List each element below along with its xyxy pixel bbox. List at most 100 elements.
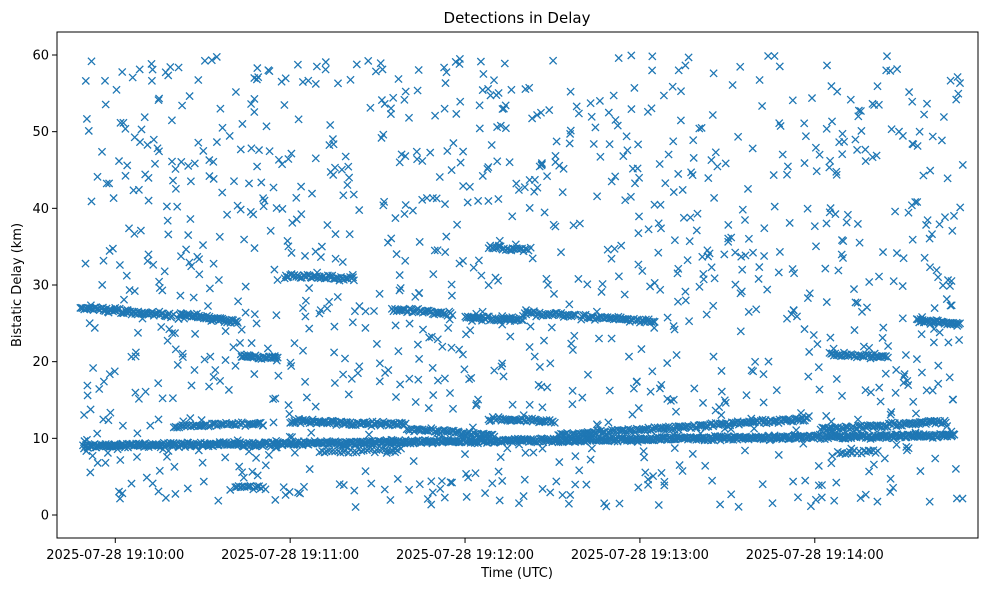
- detection-marker: [134, 185, 143, 194]
- detection-marker: [898, 131, 907, 140]
- detection-marker: [105, 370, 114, 379]
- detection-marker: [432, 194, 441, 203]
- detection-marker: [684, 53, 693, 62]
- detection-marker: [811, 143, 820, 152]
- detection-marker: [657, 468, 666, 477]
- detection-marker: [917, 330, 926, 339]
- detection-marker: [248, 467, 257, 476]
- detection-marker: [629, 384, 638, 393]
- detection-marker: [470, 429, 480, 438]
- detection-marker: [834, 266, 843, 275]
- detection-marker: [577, 315, 586, 324]
- detection-marker: [144, 196, 153, 205]
- detection-marker: [508, 212, 517, 221]
- detection-marker: [800, 325, 809, 334]
- detection-marker: [441, 79, 450, 88]
- detection-marker: [468, 423, 477, 432]
- detection-marker: [646, 387, 655, 396]
- detection-marker: [751, 357, 760, 366]
- detection-marker: [302, 393, 311, 402]
- detection-marker: [88, 451, 97, 460]
- detection-marker: [720, 396, 729, 405]
- detection-marker: [229, 177, 239, 186]
- detection-marker: [452, 109, 461, 118]
- detection-marker: [570, 310, 579, 319]
- detection-marker: [495, 236, 504, 245]
- detection-marker: [425, 333, 434, 342]
- detection-marker: [236, 205, 245, 214]
- detection-marker: [329, 170, 338, 179]
- detection-marker: [887, 125, 896, 134]
- detection-marker: [496, 453, 505, 462]
- detection-marker: [634, 212, 644, 221]
- detection-marker: [530, 352, 539, 361]
- detection-marker: [384, 366, 393, 375]
- detection-marker: [253, 482, 262, 491]
- detection-marker: [387, 234, 396, 243]
- detection-marker: [405, 319, 414, 328]
- detection-marker: [699, 275, 708, 284]
- detection-marker: [879, 323, 888, 332]
- detection-marker: [191, 329, 200, 338]
- detection-marker: [361, 307, 370, 316]
- detection-marker: [364, 56, 373, 65]
- detection-marker: [814, 481, 823, 490]
- detection-marker: [609, 91, 618, 100]
- detection-marker: [490, 438, 499, 447]
- y-axis-label: Bistatic Delay (km): [10, 223, 25, 347]
- detection-marker: [830, 496, 839, 505]
- detection-marker: [148, 479, 157, 488]
- detection-marker: [205, 284, 214, 293]
- detection-marker: [155, 466, 164, 475]
- detection-marker: [805, 347, 814, 356]
- detection-marker: [911, 197, 920, 207]
- detection-marker: [298, 346, 308, 355]
- detection-marker: [525, 203, 534, 212]
- detection-marker: [770, 202, 779, 211]
- detection-marker: [250, 94, 259, 103]
- detection-marker: [804, 372, 813, 381]
- detection-marker: [814, 363, 823, 372]
- detection-marker: [946, 301, 955, 310]
- detection-marker: [861, 490, 870, 499]
- detection-marker: [252, 453, 261, 462]
- detection-marker: [448, 404, 458, 413]
- detection-marker: [783, 162, 792, 171]
- detection-marker: [170, 462, 179, 471]
- detection-marker: [800, 159, 809, 168]
- detection-marker: [185, 92, 194, 101]
- detection-marker: [265, 147, 274, 156]
- detection-marker: [498, 476, 507, 485]
- detection-marker: [945, 281, 955, 291]
- detection-marker: [549, 220, 558, 229]
- detection-marker: [130, 229, 139, 238]
- detection-marker: [671, 407, 681, 416]
- detection-marker: [208, 419, 217, 428]
- detection-marker: [233, 436, 242, 445]
- detection-marker: [475, 124, 484, 133]
- detection-marker: [899, 372, 908, 381]
- detection-marker: [323, 304, 332, 313]
- detection-marker: [465, 182, 474, 191]
- detection-marker: [619, 152, 628, 161]
- detection-marker: [663, 313, 672, 322]
- detection-marker: [209, 373, 218, 382]
- detection-marker: [707, 156, 716, 165]
- detection-marker: [484, 196, 493, 206]
- detection-marker: [503, 444, 512, 453]
- detection-marker: [488, 479, 497, 488]
- detection-marker: [506, 317, 515, 326]
- detection-marker: [909, 397, 918, 406]
- detection-marker: [670, 236, 679, 245]
- detection-marker: [717, 366, 726, 375]
- detection-marker: [441, 248, 450, 257]
- detection-marker: [900, 370, 909, 379]
- detection-marker: [184, 161, 193, 170]
- detection-marker: [442, 232, 451, 241]
- detection-marker: [116, 455, 125, 465]
- detection-marker: [682, 422, 691, 431]
- detection-marker: [764, 51, 773, 61]
- detection-marker: [447, 166, 456, 175]
- detection-marker: [315, 309, 324, 318]
- detection-marker: [294, 414, 303, 423]
